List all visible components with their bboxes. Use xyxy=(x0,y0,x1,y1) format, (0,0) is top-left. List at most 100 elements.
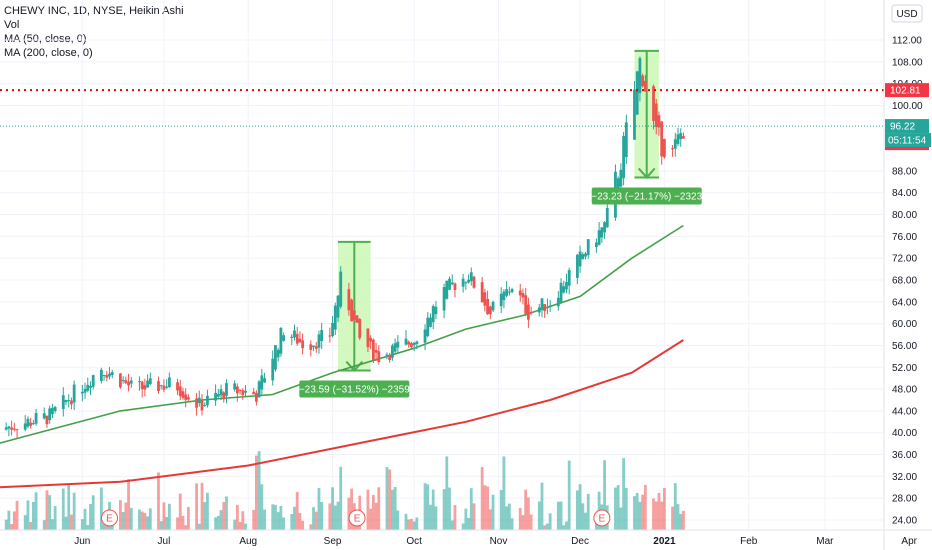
candle-body-78 xyxy=(298,338,302,343)
candle-body-64 xyxy=(244,390,247,393)
candle-body-102 xyxy=(391,345,394,358)
measure-badge-1 xyxy=(591,187,702,205)
candle-body-175 xyxy=(671,148,674,150)
volume-bar-3 xyxy=(12,511,16,530)
volume-bar-33 xyxy=(127,479,130,530)
volume-bar-24 xyxy=(91,495,95,530)
candle-body-53 xyxy=(203,405,207,407)
volume-bar-111 xyxy=(426,484,430,530)
candle-body-82 xyxy=(314,346,318,349)
candle-body-106 xyxy=(407,341,411,345)
volume-bar-115 xyxy=(442,489,446,530)
volume-bar-142 xyxy=(543,525,547,530)
volume-bar-40 xyxy=(157,472,160,530)
volume-bar-91 xyxy=(350,488,353,530)
candle-body-121 xyxy=(464,282,468,284)
candle-body-109 xyxy=(415,341,419,344)
candle-body-137 xyxy=(524,295,528,314)
candle-body-159 xyxy=(605,207,609,228)
volume-bar-54 xyxy=(206,492,209,530)
volume-bar-59 xyxy=(225,496,228,530)
price-label-bg-0 xyxy=(885,83,929,98)
volume-bar-52 xyxy=(200,482,204,530)
price-axis[interactable]: USD 24.00 28.00 32.00 36.00 40.00 44.00 48.00 52… xyxy=(883,0,932,550)
candle-body-116 xyxy=(445,280,449,299)
volume-bar-38 xyxy=(146,516,149,530)
x-tick-8: Feb xyxy=(740,536,758,547)
volume-bar-43 xyxy=(165,517,169,530)
candle-body-130 xyxy=(499,293,503,307)
y-tick-16: 88.00 xyxy=(892,166,917,177)
volume-bar-107 xyxy=(410,518,413,530)
volume-bar-10 xyxy=(42,520,46,530)
candle-body-156 xyxy=(597,230,601,245)
volume-bar-101 xyxy=(388,469,392,530)
x-tick-9: Mar xyxy=(816,536,834,547)
candle-body-122 xyxy=(467,279,470,283)
volume-bar-5 xyxy=(23,515,27,530)
candle-body-94 xyxy=(358,319,362,339)
candle-body-41 xyxy=(159,385,163,387)
volume-bar-18 xyxy=(70,514,73,530)
volume-bar-131 xyxy=(502,456,506,530)
volume-bar-34 xyxy=(129,507,133,530)
time-axis[interactable]: Jun Jul Aug Sep Oct Nov Dec 2021 Feb Mar Apr xyxy=(0,529,932,547)
candle-body-13 xyxy=(51,407,54,415)
candle-body-5 xyxy=(23,423,27,430)
measure-labels: −23.59 (−31.52%) −2359 −23.23 (−21.17%) −… xyxy=(299,187,703,398)
y-tick-2: 32.00 xyxy=(892,472,917,483)
volume-bar-37 xyxy=(143,512,147,530)
candle-body-52 xyxy=(200,400,204,411)
candle-body-167 xyxy=(638,58,642,94)
candle-body-97 xyxy=(371,339,375,361)
indicator-ma200[interactable]: MA (200, close, 0) xyxy=(4,47,93,59)
y-tick-0: 24.00 xyxy=(892,516,917,527)
candle-body-139 xyxy=(529,312,533,314)
volume-bar-27 xyxy=(105,525,109,530)
volume-bar-162 xyxy=(619,507,623,530)
volume-bar-72 xyxy=(276,512,280,530)
volume-bar-165 xyxy=(633,496,636,530)
volume-bar-63 xyxy=(241,511,245,530)
candle-body-38 xyxy=(146,380,149,388)
volume-bar-67 xyxy=(257,451,261,530)
volume-bar-89 xyxy=(339,466,343,530)
earnings-marker-1 xyxy=(348,509,366,527)
candle-body-163 xyxy=(622,136,625,179)
indicator-ma50[interactable]: MA (50, close, 0) xyxy=(4,33,87,45)
volume-bar-90 xyxy=(347,497,351,530)
volume-bar-7 xyxy=(29,522,33,530)
volume-bar-133 xyxy=(507,503,511,530)
candle-body-178 xyxy=(679,133,683,140)
candle-body-10 xyxy=(42,413,46,419)
earnings-marker-2 xyxy=(593,509,611,527)
y-tick-12: 72.00 xyxy=(892,254,917,265)
volume-bar-41 xyxy=(159,521,163,530)
volume-bar-110 xyxy=(423,483,427,530)
volume-bar-103 xyxy=(393,486,397,530)
indicator-vol[interactable]: Vol xyxy=(4,19,20,31)
candle-body-87 xyxy=(333,305,337,330)
candle-body-30 xyxy=(119,373,122,388)
measure-label-1: −23.23 (−21.17%) −2323 xyxy=(591,191,702,202)
earnings-label-2: E xyxy=(599,514,606,525)
volume-bar-144 xyxy=(548,513,552,530)
volume-bar-36 xyxy=(140,511,144,530)
volume-bar-66 xyxy=(255,455,258,530)
earnings-marker-0 xyxy=(101,509,119,527)
volume-bar-31 xyxy=(121,511,125,530)
candle-body-61 xyxy=(235,386,239,394)
x-tick-3: Sep xyxy=(324,536,342,547)
volume-bar-134 xyxy=(510,518,514,530)
candle-body-16 xyxy=(64,399,68,403)
volume-bar-42 xyxy=(162,502,166,530)
volume-bar-16 xyxy=(64,516,68,530)
candle-body-86 xyxy=(331,322,334,337)
candle-body-155 xyxy=(595,242,598,248)
candle-body-119 xyxy=(453,283,457,291)
symbol-title[interactable]: CHEWY INC, 1D, NYSE, Heikin Ashi xyxy=(4,5,184,17)
candle-body-36 xyxy=(140,381,144,390)
candle-body-46 xyxy=(178,386,182,397)
candle-body-176 xyxy=(673,139,677,149)
